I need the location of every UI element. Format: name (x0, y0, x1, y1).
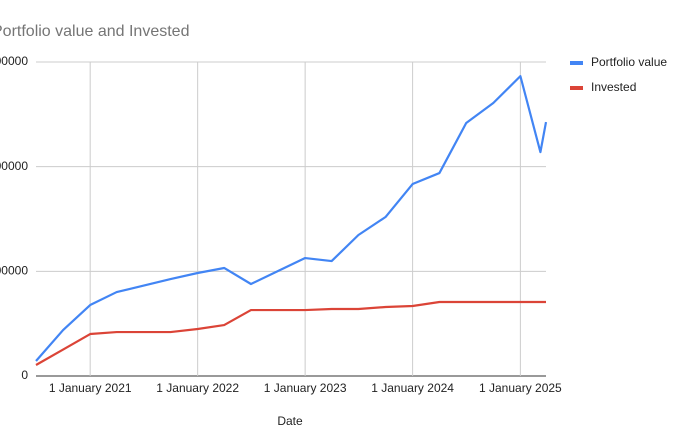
chart-title: Portfolio value and Invested (0, 23, 189, 40)
x-tick-label: 1 January 2024 (371, 381, 454, 395)
legend-label: Invested (591, 80, 636, 94)
legend-label: Portfolio value (591, 55, 667, 69)
x-tick-label: 1 January 2023 (264, 381, 347, 395)
x-tick-label: 1 January 2021 (49, 381, 132, 395)
x-axis-title: Date (277, 414, 303, 428)
series-line (35, 75, 548, 362)
y-tick-label: 100000 (0, 264, 28, 278)
x-tick-label: 1 January 2025 (479, 381, 562, 395)
series-line (35, 300, 546, 366)
y-tick-label: 200000 (0, 159, 28, 173)
y-tick-label: 300000 (0, 54, 28, 68)
y-tick-label: 0 (21, 368, 28, 382)
x-tick-label: 1 January 2022 (156, 381, 239, 395)
